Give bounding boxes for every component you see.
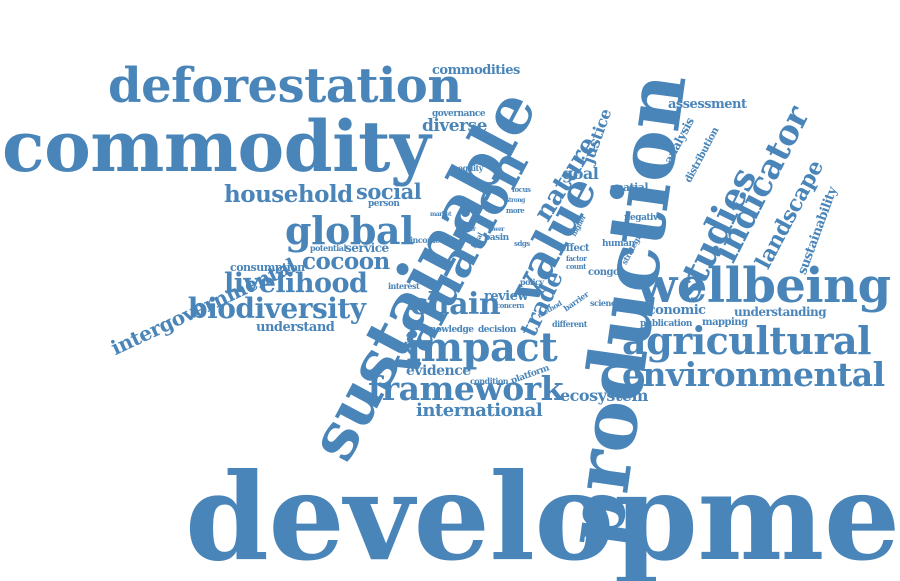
word-potential: potential	[310, 243, 347, 253]
word-human: human	[602, 239, 635, 249]
word-better: better	[458, 226, 476, 233]
word-service: service	[345, 241, 389, 255]
word-congo: congo	[588, 267, 620, 278]
word-market: market	[430, 211, 452, 218]
word-policy: policy	[520, 277, 544, 287]
word-publication: publication	[640, 319, 692, 329]
word-global: global	[285, 208, 414, 253]
word-lower: lower	[488, 226, 504, 233]
word-concern: concern	[496, 301, 525, 310]
word-count: count	[566, 262, 586, 271]
word-diverse: diverse	[422, 116, 487, 136]
word-understand: understand	[256, 320, 335, 335]
word-governance: governance	[432, 109, 486, 119]
word-income: income	[410, 235, 440, 245]
word-commodities: commodities	[432, 63, 520, 78]
word-economic: economic	[640, 303, 706, 318]
word-different: different	[552, 319, 587, 329]
word-evidence: evidence	[406, 363, 471, 379]
word-person: person	[368, 199, 400, 209]
word-more: more	[506, 206, 525, 215]
word-social: social	[356, 179, 422, 204]
word-spatial: spatial	[610, 181, 649, 194]
word-focus: focus	[512, 185, 531, 194]
word-interest: interest	[388, 281, 420, 291]
word-effect: effect	[560, 243, 590, 254]
word-understanding: understanding	[734, 305, 827, 319]
word-mapping: mapping	[702, 317, 748, 328]
word-environmental: environmental	[622, 355, 885, 394]
word-commodity: commodity	[2, 105, 431, 188]
word-strong: strong	[506, 197, 525, 204]
word-cocoon: cocoon	[302, 248, 390, 275]
word-development: development	[185, 447, 900, 581]
word-goal: goal	[562, 164, 599, 183]
word-equity: equity	[458, 163, 483, 173]
word-livelihood: livelihood	[224, 268, 368, 299]
word-review: review	[484, 289, 529, 304]
word-coffee: coffee	[476, 204, 494, 211]
word-negative: negative	[624, 213, 663, 223]
word-agricultural: agricultural	[622, 318, 872, 363]
word-decision: decision	[478, 325, 516, 335]
word-assessment: assessment	[668, 97, 747, 112]
word-international: international	[416, 400, 543, 421]
word-wellbeing: wellbeing	[636, 258, 891, 314]
word-sdgs: sdgs	[514, 239, 530, 248]
word-consumption: consumption	[230, 261, 305, 274]
word-ecosystem: ecosystem	[560, 386, 648, 405]
word-basin: basin	[484, 233, 509, 243]
word-framework: framework	[368, 369, 564, 408]
word-factor: factor	[566, 254, 587, 263]
word-deforestation: deforestation	[108, 58, 462, 114]
word-impact: impact	[406, 324, 558, 371]
word-chain: chain	[410, 287, 501, 322]
word-condition: condition	[470, 376, 509, 386]
word-science: science	[590, 298, 620, 308]
word-biodiversity: biodiversity	[188, 292, 366, 325]
word-knowledge: knowledge	[424, 325, 474, 335]
word-household: household	[224, 181, 353, 208]
